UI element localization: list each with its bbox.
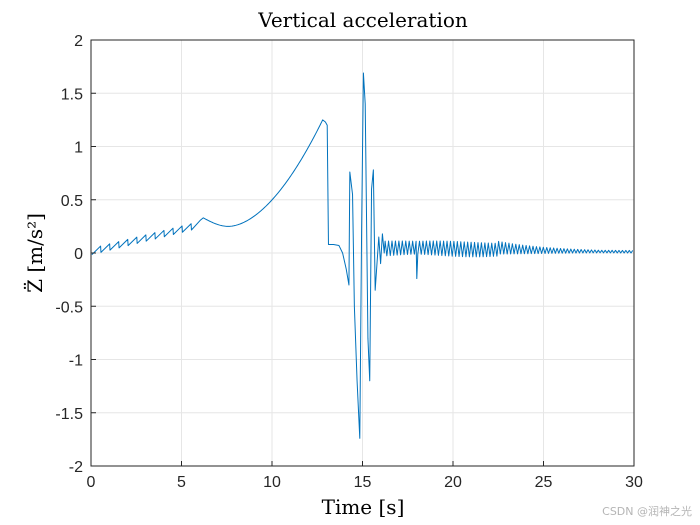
y-tick-label: 1.5 xyxy=(61,86,83,103)
y-axis-label: Z̈ [m/s²] xyxy=(23,213,47,293)
x-tick-label: 5 xyxy=(177,474,186,491)
series-line-vertical-acceleration xyxy=(91,72,634,439)
y-tick-label: -2 xyxy=(69,459,83,476)
x-tick-label: 10 xyxy=(263,474,281,491)
y-tick-label: 2 xyxy=(74,33,83,50)
y-tick-label: 0.5 xyxy=(61,193,83,210)
x-tick-label: 0 xyxy=(87,474,96,491)
x-tick-label: 15 xyxy=(354,474,372,491)
series-group xyxy=(91,72,634,439)
y-tick-label: 1 xyxy=(74,140,83,157)
chart-title: Vertical acceleration xyxy=(257,8,468,32)
y-tick-label: -0.5 xyxy=(55,299,83,316)
x-tick-label: 20 xyxy=(444,474,462,491)
watermark: CSDN @润神之光 xyxy=(602,505,692,518)
x-axis-label: Time [s] xyxy=(322,495,405,519)
x-tick-label: 30 xyxy=(625,474,643,491)
ticks xyxy=(90,39,635,467)
y-tick-label: -1.5 xyxy=(55,406,83,423)
tick-labels: 0 5 10 15 20 25 30 2 1.5 1 0.5 0 -0.5 -1 -1.5 -2 xyxy=(55,33,643,491)
x-tick-label: 25 xyxy=(535,474,553,491)
y-tick-label: 0 xyxy=(74,246,83,263)
y-tick-label: -1 xyxy=(69,353,83,370)
